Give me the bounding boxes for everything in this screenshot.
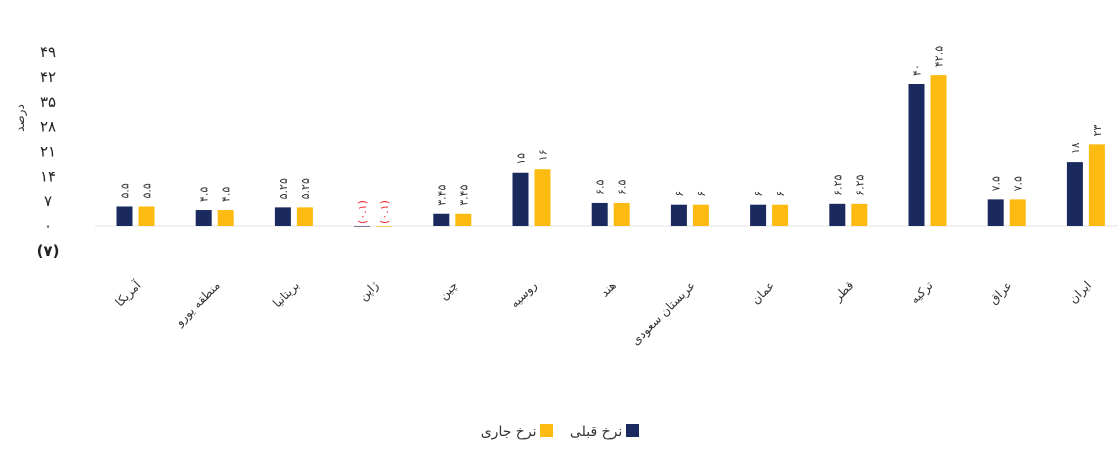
y-tick-label: ۰ xyxy=(44,217,52,235)
legend-label-previous: نرخ قبلی xyxy=(569,424,623,440)
data-label: ۴.۵ xyxy=(198,187,211,202)
legend-label-current: نرخ جاری xyxy=(480,424,537,440)
y-tick-label: ۴۲ xyxy=(40,68,56,86)
bar-previous xyxy=(987,199,1004,226)
data-label: ۳.۴۵ xyxy=(435,184,448,205)
data-label: ۳.۴۵ xyxy=(457,184,470,205)
bar-previous xyxy=(116,206,133,226)
x-tick-label: ترکیه xyxy=(908,278,937,307)
bar-current xyxy=(455,213,472,226)
bar-current xyxy=(376,226,393,227)
data-label: ۴۲.۵ xyxy=(933,46,946,67)
x-tick-label: منطقه یورو xyxy=(172,278,224,330)
data-label: ۴۰ xyxy=(911,64,924,76)
y-tick-label: ۴۹ xyxy=(40,43,56,61)
bar-previous xyxy=(670,204,687,226)
data-label: ۱۶ xyxy=(537,149,550,161)
data-label: ۶ xyxy=(774,191,787,197)
data-label: ۵.۵ xyxy=(119,183,132,198)
x-tick-label: بریتانیا xyxy=(270,278,303,311)
x-tick-label: هند xyxy=(597,278,618,299)
bar-current xyxy=(217,210,234,226)
data-label: ۶ xyxy=(695,191,708,197)
data-label: ۷.۵ xyxy=(990,176,1003,191)
bar-previous xyxy=(829,203,846,226)
x-tick-label: عمان xyxy=(749,278,778,307)
data-label: ۱۸ xyxy=(1069,142,1082,154)
bar-previous xyxy=(195,210,212,226)
x-tick-label: عربستان سعودی xyxy=(628,278,698,348)
data-label: ۵.۲۵ xyxy=(277,178,290,199)
data-label: ۶.۵ xyxy=(616,180,629,195)
y-tick-label: (۷) xyxy=(37,242,60,260)
bar-current xyxy=(772,204,789,226)
bar-current xyxy=(534,169,551,226)
data-label: ۷.۵ xyxy=(1012,176,1025,191)
bar-previous xyxy=(433,213,450,226)
bar-current xyxy=(851,203,868,226)
bar-current xyxy=(296,207,313,226)
bar-previous xyxy=(512,172,529,226)
y-tick-label: ۱۴ xyxy=(40,167,56,185)
bar-current xyxy=(1009,199,1026,226)
data-label: (۰.۱) xyxy=(356,200,369,224)
y-tick-label: ۷ xyxy=(44,192,52,210)
x-tick-label: روسیه xyxy=(507,278,540,311)
data-label: ۴.۵ xyxy=(220,187,233,202)
y-tick-label: ۲۱ xyxy=(40,142,56,160)
legend-swatch-previous xyxy=(626,424,640,437)
bar-current xyxy=(930,75,947,226)
x-tick-label: عراق xyxy=(986,278,1015,307)
x-tick-label: آمریکا xyxy=(112,277,145,310)
x-tick-label: قطر xyxy=(830,278,857,305)
data-label: ۶.۲۵ xyxy=(853,174,866,195)
data-label: ۶ xyxy=(673,191,686,197)
bar-previous xyxy=(750,204,767,226)
y-tick-label: ۳۵ xyxy=(40,93,56,111)
bar-current xyxy=(692,204,709,226)
legend-swatch-current xyxy=(540,424,554,437)
y-axis-label: درصد xyxy=(13,104,28,132)
bar-current xyxy=(138,206,155,226)
legend-item-previous: نرخ قبلی xyxy=(569,424,640,440)
legend-item-current: نرخ جاری xyxy=(481,424,554,440)
data-label: ۵.۵ xyxy=(141,183,154,198)
data-label: ۲۳ xyxy=(1091,124,1104,136)
bar-previous xyxy=(1066,162,1083,226)
x-tick-label: ایران xyxy=(1066,278,1095,307)
bar-previous xyxy=(908,84,925,226)
x-tick-label: چین xyxy=(436,278,461,303)
data-label: ۶ xyxy=(752,191,765,197)
bar-current xyxy=(613,202,630,226)
bar-current xyxy=(1088,144,1105,226)
data-label: (۰.۱) xyxy=(378,200,391,224)
legend: نرخ قبلی نرخ جاری xyxy=(0,424,1120,440)
bar-previous xyxy=(591,202,608,226)
data-label: ۶.۲۵ xyxy=(831,174,844,195)
data-label: ۶.۵ xyxy=(594,180,607,195)
data-label: ۵.۲۵ xyxy=(299,178,312,199)
x-tick-label: ژاپن xyxy=(356,278,382,304)
data-label: ۱۵ xyxy=(515,153,528,165)
bar-previous xyxy=(354,226,371,227)
y-tick-label: ۲۸ xyxy=(40,118,56,136)
bar-previous xyxy=(274,207,291,226)
